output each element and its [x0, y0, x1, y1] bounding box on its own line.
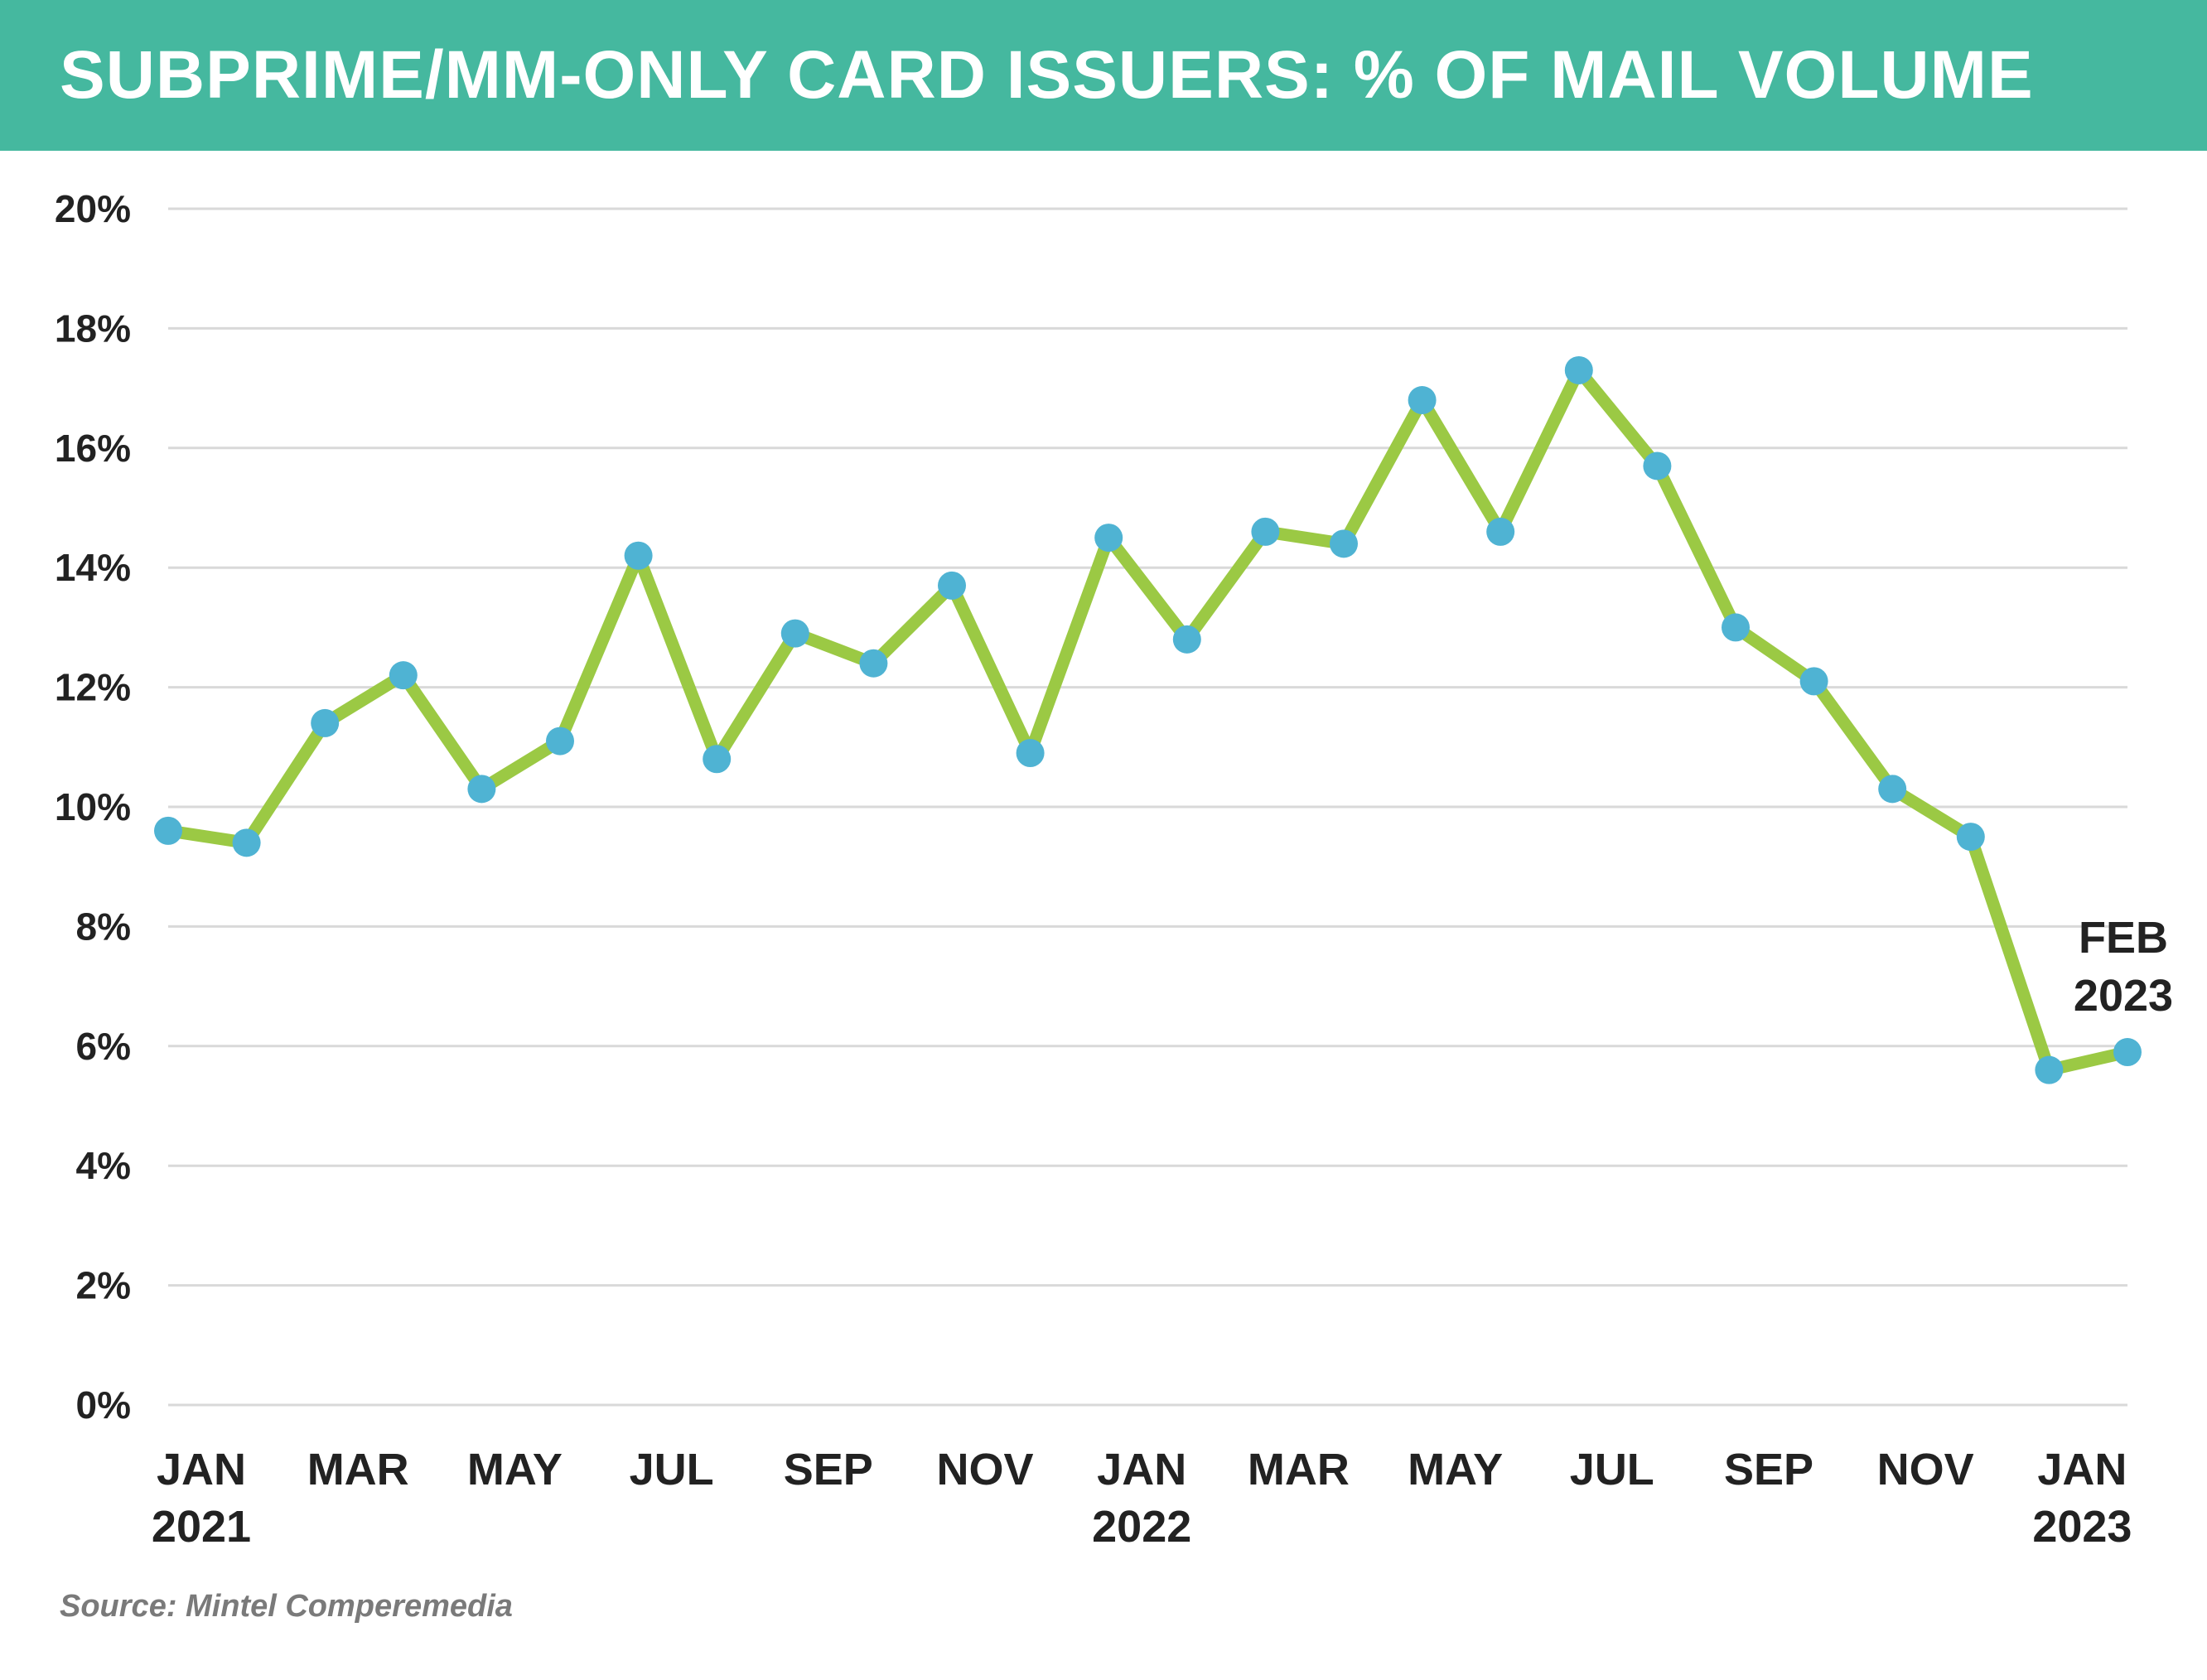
y-tick-label: 0%: [76, 1383, 131, 1427]
data-point: [1722, 613, 1750, 642]
y-tick-label: 12%: [55, 666, 131, 709]
data-point: [1643, 451, 1672, 480]
data-point: [859, 649, 888, 678]
y-tick-label: 4%: [76, 1144, 131, 1187]
x-tick-label: MAR: [307, 1445, 409, 1494]
data-point: [1094, 524, 1123, 553]
data-point: [311, 708, 340, 737]
y-tick-label: 14%: [55, 546, 131, 589]
data-point: [546, 727, 574, 756]
x-tick-label: JAN 2023: [2032, 1445, 2132, 1552]
x-tick-label: MAR: [1248, 1445, 1350, 1494]
data-point: [154, 816, 182, 845]
data-point: [624, 541, 653, 570]
title-banner: SUBPRIME/MM-ONLY CARD ISSUERS: % OF MAIL…: [0, 0, 2207, 151]
y-tick-label: 6%: [76, 1025, 131, 1068]
data-point: [1016, 739, 1045, 768]
y-tick-label: 2%: [76, 1264, 131, 1307]
data-point: [232, 828, 261, 857]
x-tick-label: JUL: [1570, 1445, 1654, 1494]
y-tick-label: 8%: [76, 905, 131, 948]
data-point: [780, 619, 809, 648]
chart-title: SUBPRIME/MM-ONLY CARD ISSUERS: % OF MAIL…: [60, 37, 2034, 113]
data-point: [938, 571, 966, 600]
data-point: [1956, 823, 1985, 852]
x-axis-ticks: JAN 2021 MAR MAY JUL SEP NOV JAN 2022 MAR MAY JUL SE…: [152, 1445, 2132, 1552]
x-tick-label: MAY: [467, 1445, 563, 1494]
series-line-path: [162, 364, 2134, 1077]
y-axis-ticks: 0% 2% 4% 6% 8% 10% 12% 14% 16% 18% 20%: [55, 187, 131, 1427]
data-point: [2113, 1038, 2142, 1067]
series-points: [154, 355, 2142, 1084]
data-point: [1799, 667, 1828, 696]
x-tick-label: JUL: [630, 1445, 714, 1494]
x-tick-label: JAN 2022: [1092, 1445, 1191, 1552]
y-tick-label: 16%: [55, 427, 131, 470]
end-annotation: FEB 2023: [2074, 913, 2173, 1021]
data-point: [1878, 775, 1907, 804]
data-point: [1408, 386, 1437, 415]
x-tick-label: SEP: [784, 1445, 873, 1494]
data-point: [2035, 1055, 2064, 1084]
data-point: [1251, 517, 1280, 546]
data-point: [389, 661, 418, 690]
y-tick-label: 18%: [55, 307, 131, 350]
data-point: [1486, 517, 1515, 546]
data-point: [1330, 529, 1358, 558]
x-tick-label: NOV: [1877, 1445, 1974, 1494]
data-point: [467, 775, 496, 804]
x-tick-label: SEP: [1724, 1445, 1813, 1494]
x-tick-label: MAY: [1408, 1445, 1503, 1494]
annotation-label: FEB 2023: [2074, 913, 2173, 1021]
x-tick-label: NOV: [936, 1445, 1033, 1494]
series-line: [162, 364, 2134, 1077]
y-tick-label: 10%: [55, 785, 131, 828]
data-point: [703, 745, 732, 774]
y-tick-label: 20%: [55, 187, 131, 230]
gridlines: [168, 207, 2127, 1407]
data-point: [1564, 355, 1593, 384]
data-point: [1172, 625, 1201, 654]
x-tick-label: JAN 2021: [152, 1445, 251, 1552]
source-note: Source: Mintel Comperemedia: [60, 1589, 513, 1624]
